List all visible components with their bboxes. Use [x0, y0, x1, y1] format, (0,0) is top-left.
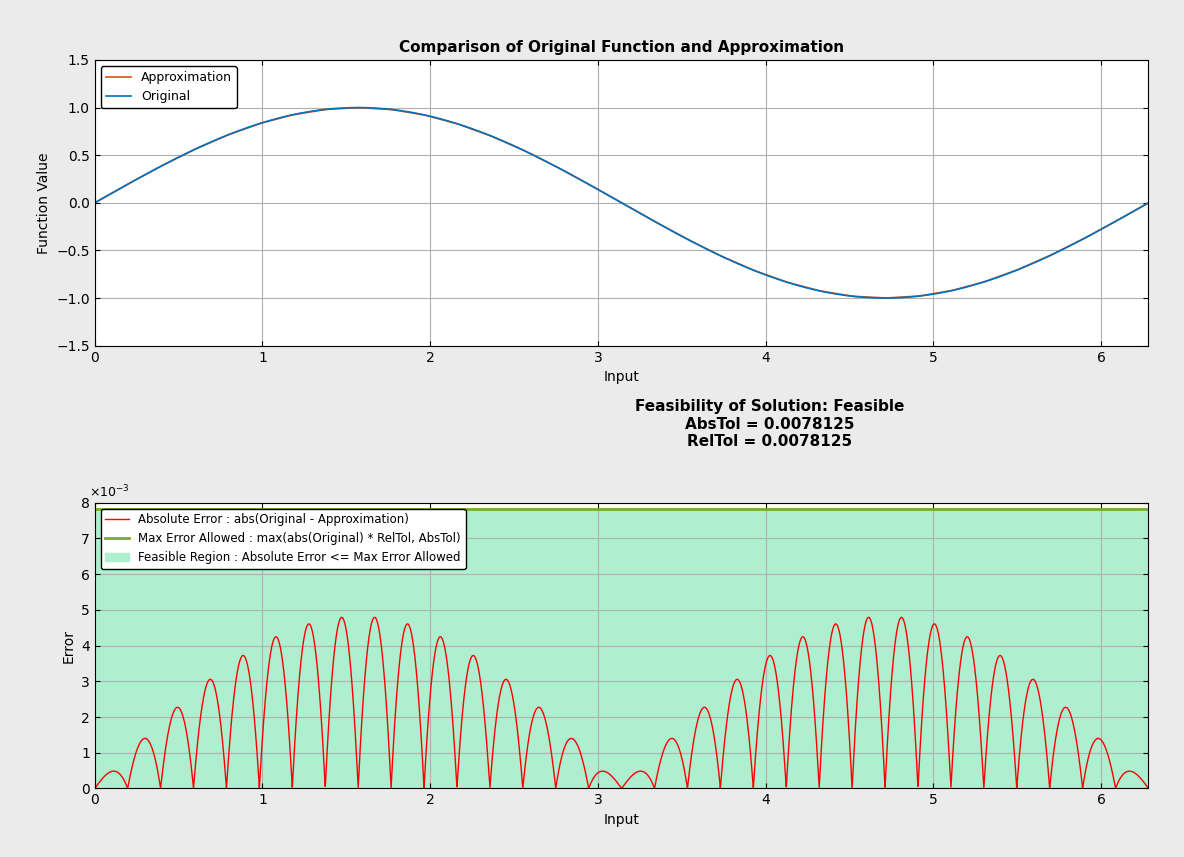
Title: Comparison of Original Function and Approximation: Comparison of Original Function and Appr… [399, 39, 844, 55]
Original [88, 198, 102, 208]
Approximation [88, 198, 102, 208]
Approximation [773, 275, 787, 285]
Y-axis label: Error: Error [62, 628, 76, 662]
Line: Absolute Error : abs(Original - Approximation): Absolute Error : abs(Original - Approxim… [95, 617, 1148, 788]
Absolute Error : abs(Original - Approximation): (6.28, 0): abs(Original - Approximation): (6.28, 0) [1141, 783, 1156, 794]
Max Error Allowed : max(abs(Original) * RelTol, AbsTol): (5.17, 0.00781): max(abs(Original) * RelTol, AbsTol): (5.… [954, 504, 969, 514]
Original [720, 254, 734, 264]
Y-axis label: Function Value: Function Value [37, 152, 51, 254]
Max Error Allowed : max(abs(Original) * RelTol, AbsTol): (4.09, 0.00781): max(abs(Original) * RelTol, AbsTol): (4.… [773, 504, 787, 514]
Absolute Error : abs(Original - Approximation): (1.14, 0.00262): abs(Original - Approximation): (1.14, 0.… [279, 690, 294, 700]
Absolute Error : abs(Original - Approximation): (3.77, 0.00184): abs(Original - Approximation): (3.77, 0.… [720, 717, 734, 728]
Max Error Allowed : max(abs(Original) * RelTol, AbsTol): (6.28, 0.00781): max(abs(Original) * RelTol, AbsTol): (6.… [1141, 504, 1156, 514]
Original [773, 275, 787, 285]
Approximation [874, 293, 888, 303]
Text: $\times 10^{-3}$: $\times 10^{-3}$ [90, 483, 130, 500]
Text: Feasibility of Solution: Feasible
AbsTol = 0.0078125
RelTol = 0.0078125: Feasibility of Solution: Feasible AbsTol… [635, 399, 905, 449]
Line: Approximation: Approximation [95, 108, 1148, 298]
Absolute Error : abs(Original - Approximation): (5.17, 0.00369): abs(Original - Approximation): (5.17, 0.… [954, 651, 969, 662]
Max Error Allowed : max(abs(Original) * RelTol, AbsTol): (3.77, 0.00781): max(abs(Original) * RelTol, AbsTol): (3.… [720, 504, 734, 514]
Original [279, 111, 294, 122]
Original [490, 134, 504, 144]
Absolute Error : abs(Original - Approximation): (4.69, 0.00208): abs(Original - Approximation): (4.69, 0.… [874, 710, 888, 720]
Approximation [877, 293, 892, 303]
Original [874, 293, 888, 303]
Absolute Error : abs(Original - Approximation): (2.4, 0.00219): abs(Original - Approximation): (2.4, 0.0… [490, 705, 504, 716]
Max Error Allowed : max(abs(Original) * RelTol, AbsTol): (1.14, 0.00781): max(abs(Original) * RelTol, AbsTol): (1.… [279, 504, 294, 514]
Original [954, 283, 969, 293]
Absolute Error : abs(Original - Approximation): (0, 0): abs(Original - Approximation): (0, 0) [88, 783, 102, 794]
Approximation [279, 111, 294, 122]
Max Error Allowed : max(abs(Original) * RelTol, AbsTol): (2.4, 0.00781): max(abs(Original) * RelTol, AbsTol): (2.… [490, 504, 504, 514]
Approximation [1141, 198, 1156, 208]
X-axis label: Input: Input [604, 812, 639, 827]
Approximation [720, 254, 734, 264]
Original [352, 103, 366, 113]
Approximation [352, 103, 366, 113]
Max Error Allowed : max(abs(Original) * RelTol, AbsTol): (0, 0.00781): max(abs(Original) * RelTol, AbsTol): (0,… [88, 504, 102, 514]
Original [1141, 198, 1156, 208]
Line: Original: Original [95, 108, 1148, 298]
Original [877, 293, 892, 303]
Absolute Error : abs(Original - Approximation): (4.09, 0.00232): abs(Original - Approximation): (4.09, 0.… [773, 700, 787, 710]
Legend: Absolute Error : abs(Original - Approximation), Max Error Allowed : max(abs(Orig: Absolute Error : abs(Original - Approxim… [101, 509, 465, 569]
Legend: Approximation, Original: Approximation, Original [101, 66, 237, 109]
X-axis label: Input: Input [604, 370, 639, 384]
Absolute Error : abs(Original - Approximation): (4.81, 0.00479): abs(Original - Approximation): (4.81, 0.… [894, 612, 908, 622]
Max Error Allowed : max(abs(Original) * RelTol, AbsTol): (4.69, 0.00781): max(abs(Original) * RelTol, AbsTol): (4.… [874, 504, 888, 514]
Approximation [954, 283, 969, 293]
Approximation [490, 134, 504, 144]
